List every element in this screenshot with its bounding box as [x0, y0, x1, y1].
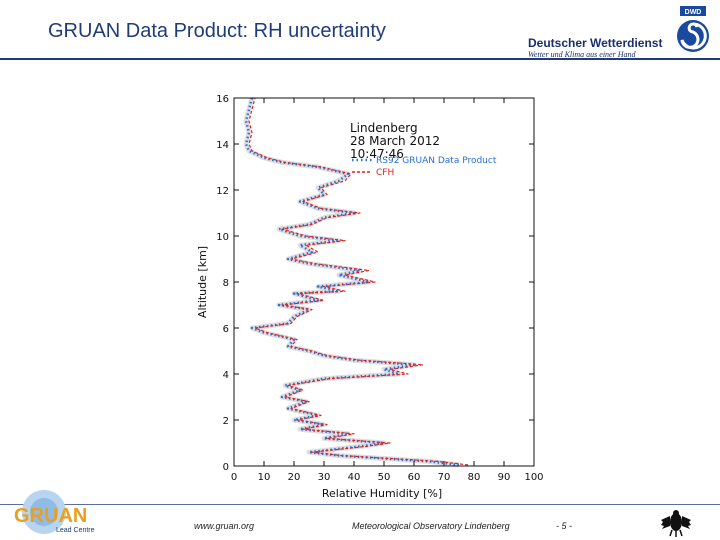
x-tick-label: 80 [468, 472, 481, 483]
y-tick-label: 0 [223, 462, 229, 473]
dwd-mark-text: DWD [685, 9, 702, 16]
dwd-name: Deutscher Wetterdienst [528, 36, 663, 50]
gruan-logo-text: GRUAN [14, 505, 87, 527]
x-tick-label: 0 [231, 472, 237, 483]
footer-page-number: - 5 - [556, 521, 573, 531]
slide-title: GRUAN Data Product: RH uncertainty [48, 20, 386, 42]
series-line-cfh [248, 97, 469, 466]
x-tick-label: 60 [408, 472, 421, 483]
footer-rule [0, 504, 720, 505]
y-axis-label: Altitude [km] [196, 246, 209, 318]
y-tick-label: 16 [216, 94, 229, 105]
series-line-rs92 [244, 97, 460, 467]
x-tick-label: 40 [348, 472, 361, 483]
annotation-date: 28 March 2012 [350, 134, 440, 148]
header-rule [0, 58, 720, 60]
gruan-logo-sub: Lead Centre [56, 527, 95, 534]
y-tick-label: 8 [223, 278, 229, 289]
x-tick-label: 10 [258, 472, 271, 483]
legend-label-rs92: RS92 GRUAN Data Product [376, 156, 497, 166]
dwd-swirl-icon: DWD [677, 6, 709, 52]
footer-observatory: Meteorological Observatory Lindenberg [352, 521, 510, 531]
legend-label-cfh: CFH [376, 168, 394, 178]
y-tick-label: 2 [223, 416, 229, 427]
gruan-logo: GRUAN Lead Centre [14, 490, 95, 534]
rh-profile-chart: 0 10 20 30 40 50 60 70 80 90 100 0 2 4 6 8 10 12 14 16 Lind… [196, 94, 544, 500]
annotation-location: Lindenberg [350, 121, 418, 135]
x-tick-label: 70 [438, 472, 451, 483]
x-tick-label: 100 [524, 472, 543, 483]
x-tick-label: 90 [498, 472, 511, 483]
footer-website: www.gruan.org [194, 521, 255, 531]
y-tick-label: 6 [223, 324, 229, 335]
y-tick-label: 12 [216, 186, 229, 197]
y-tick-label: 4 [223, 370, 229, 381]
annotation-time: 10:47:46 [350, 147, 404, 161]
x-tick-label: 30 [318, 472, 331, 483]
federal-eagle-icon [661, 510, 691, 537]
dwd-slogan: Wetter und Klima aus einer Hand [528, 50, 636, 59]
x-tick-label: 50 [378, 472, 391, 483]
y-tick-label: 10 [216, 232, 229, 243]
x-axis-label: Relative Humidity [%] [322, 487, 442, 500]
legend: RS92 GRUAN Data Product CFH [352, 156, 497, 178]
x-tick-label: 20 [288, 472, 301, 483]
y-tick-label: 14 [216, 140, 229, 151]
